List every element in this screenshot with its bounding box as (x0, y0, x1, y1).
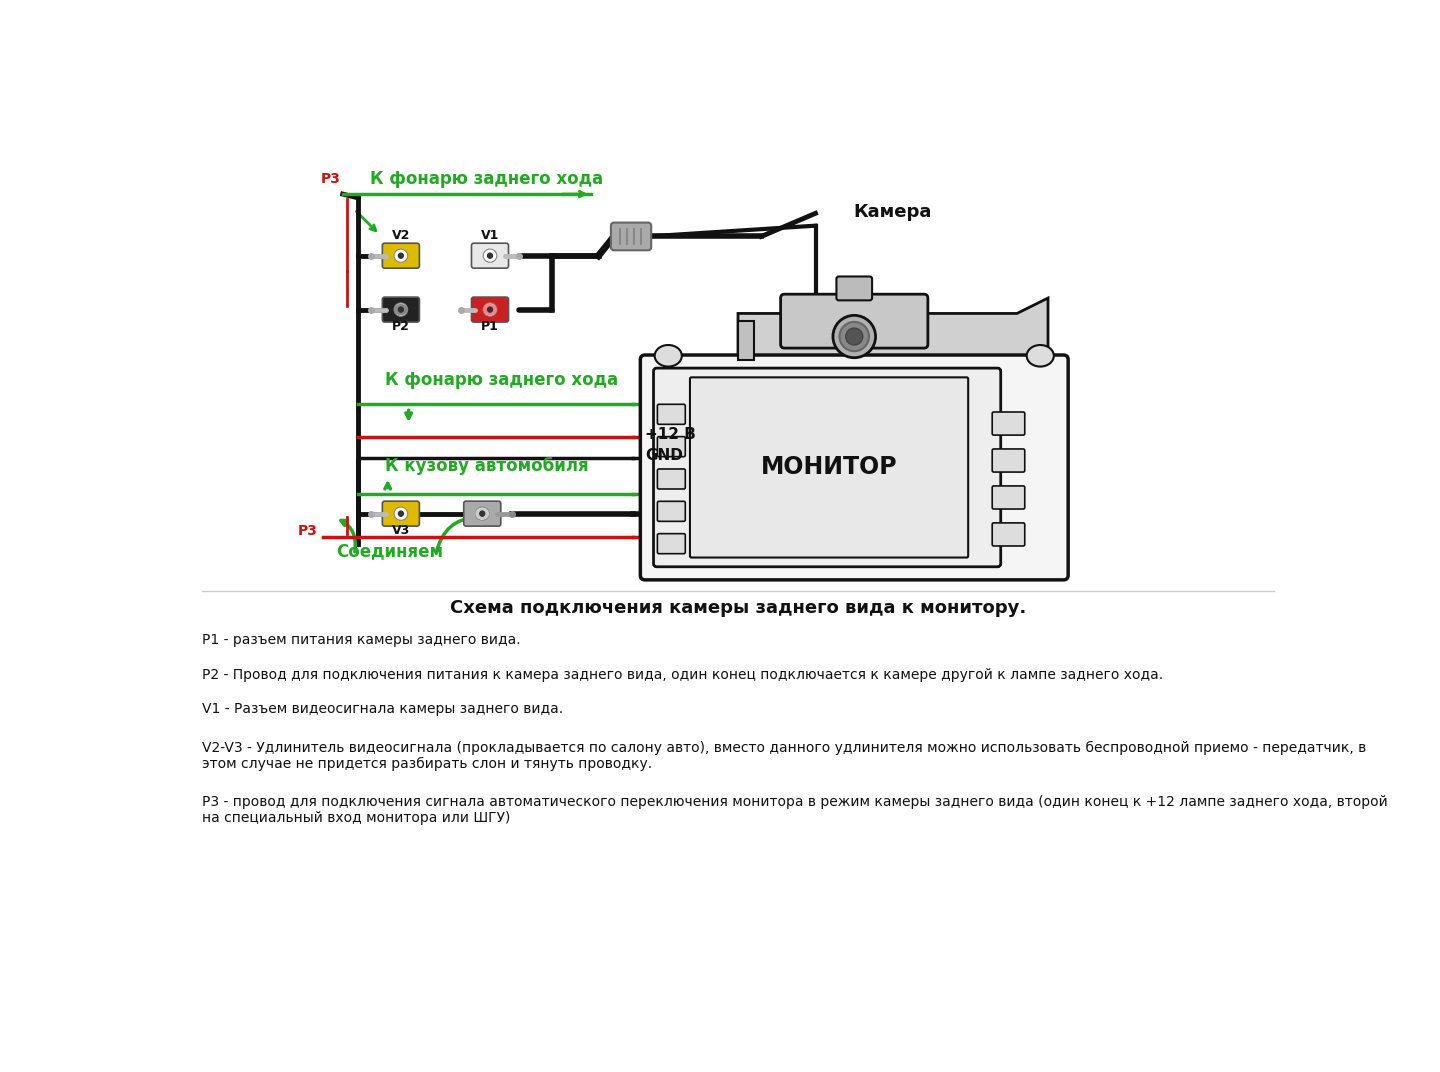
Ellipse shape (488, 307, 492, 312)
Text: К фонарю заднего хода: К фонарю заднего хода (386, 371, 619, 389)
Text: GND: GND (645, 448, 683, 463)
Ellipse shape (488, 253, 492, 258)
FancyBboxPatch shape (383, 502, 419, 526)
FancyBboxPatch shape (992, 486, 1025, 509)
Ellipse shape (484, 304, 497, 314)
Text: К кузову автомобиля: К кузову автомобиля (386, 457, 589, 475)
Text: V2-V3 - Удлинитель видеосигнала (прокладывается по салону авто), вместо данного : V2-V3 - Удлинитель видеосигнала (проклад… (202, 741, 1367, 771)
Ellipse shape (395, 507, 408, 520)
Ellipse shape (832, 315, 876, 358)
FancyBboxPatch shape (464, 502, 501, 526)
Ellipse shape (399, 307, 403, 312)
FancyBboxPatch shape (471, 297, 508, 322)
Ellipse shape (655, 345, 681, 367)
FancyBboxPatch shape (658, 468, 685, 489)
Ellipse shape (484, 303, 497, 316)
Text: P1 - разъем питания камеры заднего вида.: P1 - разъем питания камеры заднего вида. (202, 632, 520, 647)
FancyBboxPatch shape (690, 377, 968, 557)
Ellipse shape (395, 304, 408, 314)
Text: К фонарю заднего хода: К фонарю заднего хода (370, 170, 603, 188)
FancyBboxPatch shape (658, 404, 685, 425)
Ellipse shape (395, 303, 408, 316)
Text: Камера: Камера (854, 204, 932, 221)
Ellipse shape (1027, 345, 1054, 367)
Polygon shape (739, 322, 753, 359)
Text: Р3 - провод для подключения сигнала автоматического переключения монитора в режи: Р3 - провод для подключения сигнала авто… (202, 794, 1388, 824)
Text: P3: P3 (321, 172, 341, 185)
FancyBboxPatch shape (780, 294, 927, 348)
FancyBboxPatch shape (611, 223, 651, 250)
Ellipse shape (840, 322, 868, 352)
Text: V2: V2 (392, 228, 410, 242)
Ellipse shape (477, 508, 488, 519)
FancyBboxPatch shape (383, 297, 419, 322)
Text: Соединяем: Соединяем (336, 542, 442, 560)
Ellipse shape (484, 249, 497, 263)
FancyBboxPatch shape (992, 412, 1025, 435)
Text: V1: V1 (481, 228, 500, 242)
FancyBboxPatch shape (658, 436, 685, 457)
Text: Схема подключения камеры заднего вида к монитору.: Схема подключения камеры заднего вида к … (449, 598, 1027, 616)
FancyBboxPatch shape (641, 355, 1068, 580)
Ellipse shape (399, 511, 403, 517)
Ellipse shape (399, 253, 403, 258)
FancyBboxPatch shape (658, 502, 685, 521)
Text: МОНИТОР: МОНИТОР (760, 456, 897, 479)
Text: +12 В: +12 В (645, 427, 696, 442)
FancyBboxPatch shape (992, 523, 1025, 546)
Text: P1: P1 (481, 319, 498, 332)
Text: P2 - Провод для подключения питания к камера заднего вида, один конец подключает: P2 - Провод для подключения питания к ка… (202, 668, 1164, 682)
Polygon shape (739, 298, 1048, 368)
Text: P2: P2 (392, 319, 410, 332)
FancyBboxPatch shape (992, 449, 1025, 472)
Text: V3: V3 (392, 523, 410, 537)
FancyBboxPatch shape (383, 243, 419, 268)
Ellipse shape (395, 249, 408, 263)
Text: P3: P3 (298, 524, 318, 538)
Ellipse shape (475, 507, 490, 520)
FancyBboxPatch shape (471, 243, 508, 268)
Ellipse shape (845, 328, 863, 345)
FancyBboxPatch shape (654, 368, 1001, 567)
FancyBboxPatch shape (837, 277, 873, 300)
Ellipse shape (480, 511, 485, 517)
FancyBboxPatch shape (658, 534, 685, 553)
Text: V1 - Разъем видеосигнала камеры заднего вида.: V1 - Разъем видеосигнала камеры заднего … (202, 702, 563, 716)
